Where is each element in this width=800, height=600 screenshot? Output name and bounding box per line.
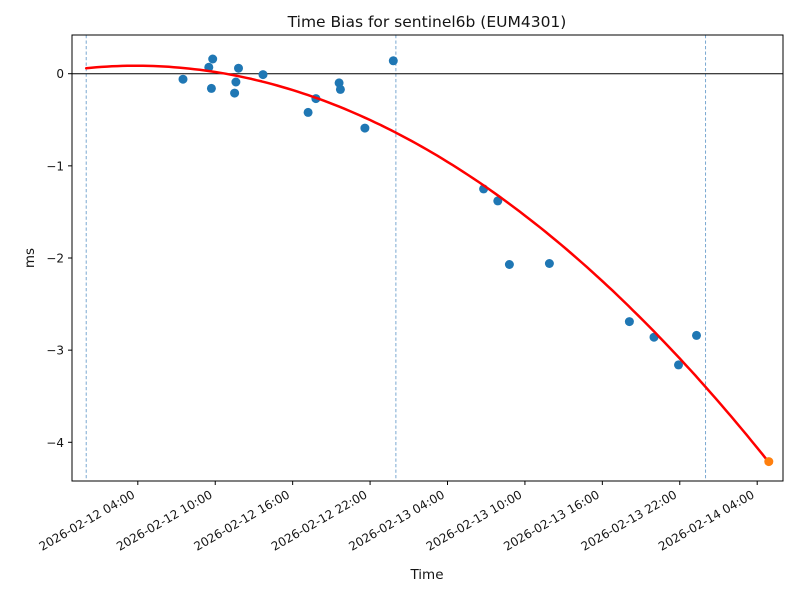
plot-data-layer xyxy=(72,35,783,481)
data-point xyxy=(493,196,503,206)
fit-curve xyxy=(84,64,771,464)
latest-data-point xyxy=(764,457,774,467)
data-point xyxy=(206,83,216,93)
data-point xyxy=(544,259,554,268)
x-axis-label: Time xyxy=(409,567,443,583)
data-point xyxy=(360,123,370,133)
y-tick-label: 0 xyxy=(56,67,64,81)
data-point xyxy=(388,56,398,66)
data-point xyxy=(335,84,345,94)
y-axis-label: ms xyxy=(22,248,38,268)
y-tick-label: −3 xyxy=(46,344,64,358)
plot-frame xyxy=(71,34,784,482)
data-point xyxy=(504,260,514,269)
data-point xyxy=(208,54,218,64)
data-point xyxy=(230,88,240,98)
data-point xyxy=(674,360,683,370)
data-point xyxy=(692,330,701,340)
data-point xyxy=(234,63,243,73)
y-tick-label: −1 xyxy=(46,159,64,173)
data-point xyxy=(303,107,313,117)
data-point xyxy=(624,317,634,327)
data-point xyxy=(231,77,241,87)
data-point xyxy=(178,74,188,84)
data-point xyxy=(258,70,268,80)
y-tick-label: −4 xyxy=(46,436,64,450)
chart-title: Time Bias for sentinel6b (EUM4301) xyxy=(287,13,567,31)
y-tick-label: −2 xyxy=(46,252,64,266)
